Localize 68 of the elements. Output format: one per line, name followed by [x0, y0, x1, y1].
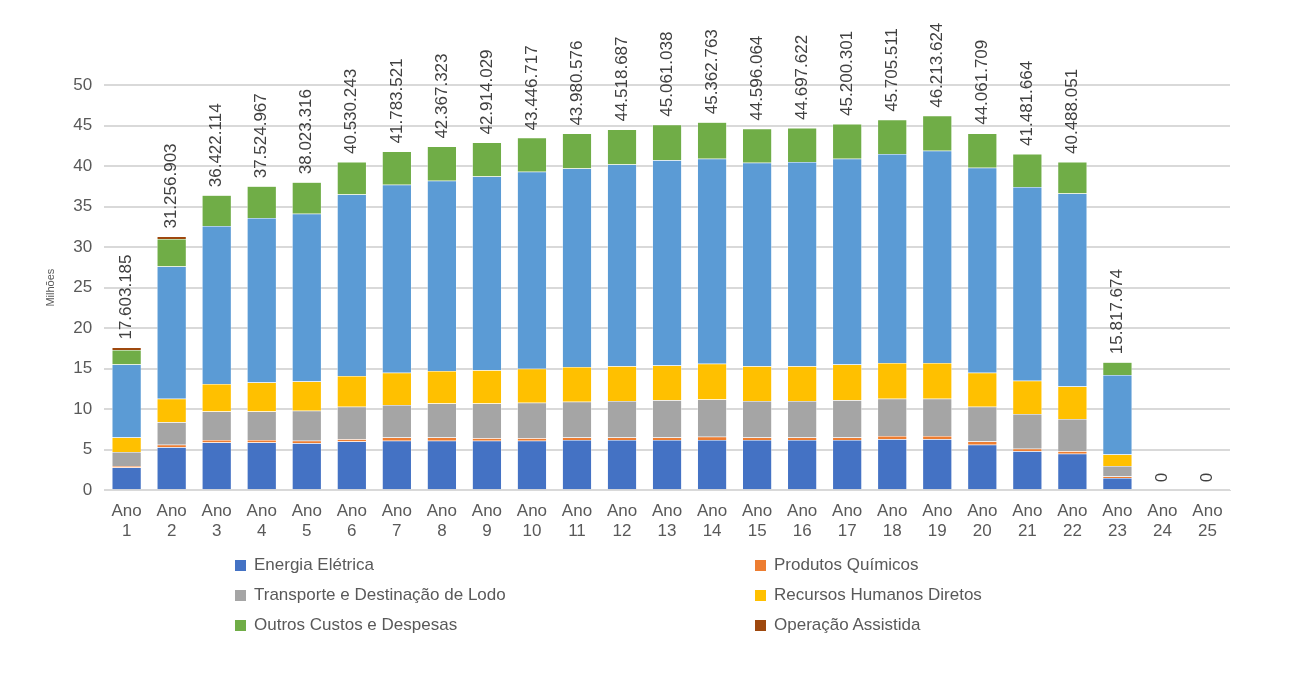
annotation: 37.524.967 — [251, 93, 271, 179]
annotation: 44.518.687 — [611, 36, 631, 122]
legend-label: Energia Elétrica — [254, 555, 375, 575]
annotation: 0 — [1152, 472, 1172, 483]
legend-label: Produtos Químicos — [774, 555, 919, 575]
y-tick-label: 15 — [73, 358, 93, 378]
y-tick-label: 20 — [73, 317, 93, 337]
annotation: 45.061.038 — [656, 31, 676, 117]
y-tick-label: 5 — [82, 439, 93, 459]
x-tick-label: Ano 18 — [877, 501, 908, 541]
y-tick-label: 35 — [73, 196, 93, 216]
x-tick-label: Ano 25 — [1192, 501, 1223, 541]
x-tick-label: Ano 23 — [1102, 501, 1133, 541]
x-tick-label: Ano 17 — [832, 501, 863, 541]
x-tick-label: Ano 3 — [201, 501, 232, 541]
y-tick-label: 10 — [73, 398, 93, 418]
x-tick-label: Ano 7 — [381, 501, 412, 541]
x-tick-label: Ano 11 — [561, 501, 593, 541]
x-tick-label: Ano 14 — [696, 501, 728, 541]
x-tick-label: Ano 19 — [922, 501, 953, 541]
y-axis-title: Milhões — [43, 268, 56, 307]
annotation: 46.213.624 — [926, 22, 946, 108]
annotation: 40.530.243 — [341, 68, 361, 154]
y-tick-label: 30 — [73, 236, 93, 256]
annotation: 31.256.903 — [161, 143, 181, 229]
x-tick-label: Ano 6 — [336, 501, 367, 541]
y-tick-label: 40 — [73, 155, 93, 175]
y-tick-label: 0 — [82, 479, 93, 499]
annotation: 44.596.064 — [746, 35, 766, 121]
annotation: 41.481.664 — [1017, 60, 1037, 146]
x-tick-label: Ano 10 — [516, 501, 548, 541]
x-tick-label: Ano 8 — [426, 501, 457, 541]
legend-label: Operação Assistida — [774, 615, 921, 635]
x-tick-label: Ano 5 — [291, 501, 322, 541]
annotation: 45.705.511 — [881, 28, 901, 112]
annotation: 0 — [1197, 472, 1217, 483]
annotation: 15.817.674 — [1107, 269, 1127, 355]
legend-label: Outros Custos e Despesas — [254, 615, 458, 635]
annotation: 44.697.622 — [791, 34, 811, 120]
annotation: 42.367.323 — [431, 53, 451, 139]
y-tick-label: 45 — [73, 115, 93, 135]
x-tick-label: Ano 20 — [967, 501, 998, 541]
legend-label: Recursos Humanos Diretos — [774, 585, 982, 605]
x-tick-label: Ano 22 — [1057, 501, 1088, 541]
x-tick-label: Ano 21 — [1012, 501, 1043, 541]
x-tick-label: Ano 1 — [111, 501, 142, 541]
annotation: 45.200.301 — [836, 30, 856, 116]
annotation: 38.023.316 — [296, 89, 316, 175]
annotation: 40.488.051 — [1062, 68, 1082, 154]
x-tick-label: Ano 2 — [156, 501, 187, 541]
x-tick-label: Ano 15 — [742, 501, 773, 541]
x-tick-label: Ano 16 — [787, 501, 818, 541]
annotation: 45.362.763 — [701, 29, 721, 115]
x-tick-label: Ano 13 — [651, 501, 683, 541]
annotation: 43.446.717 — [521, 45, 541, 131]
annotation: 41.783.521 — [386, 58, 406, 144]
x-tick-label: Ano 24 — [1147, 501, 1178, 541]
annotation: 43.980.576 — [566, 40, 586, 126]
annotation: 36.422.114 — [206, 103, 226, 188]
annotation: 44.061.709 — [971, 39, 991, 125]
x-tick-label: Ano 9 — [471, 501, 503, 541]
y-tick-label: 25 — [73, 277, 93, 297]
legend-label: Transporte e Destinação de Lodo — [254, 585, 506, 605]
y-tick-label: 50 — [73, 74, 93, 94]
x-tick-label: Ano 12 — [606, 501, 638, 541]
annotation: 17.603.185 — [116, 254, 136, 340]
x-tick-label: Ano 4 — [246, 501, 277, 541]
annotation: 42.914.029 — [476, 49, 496, 135]
